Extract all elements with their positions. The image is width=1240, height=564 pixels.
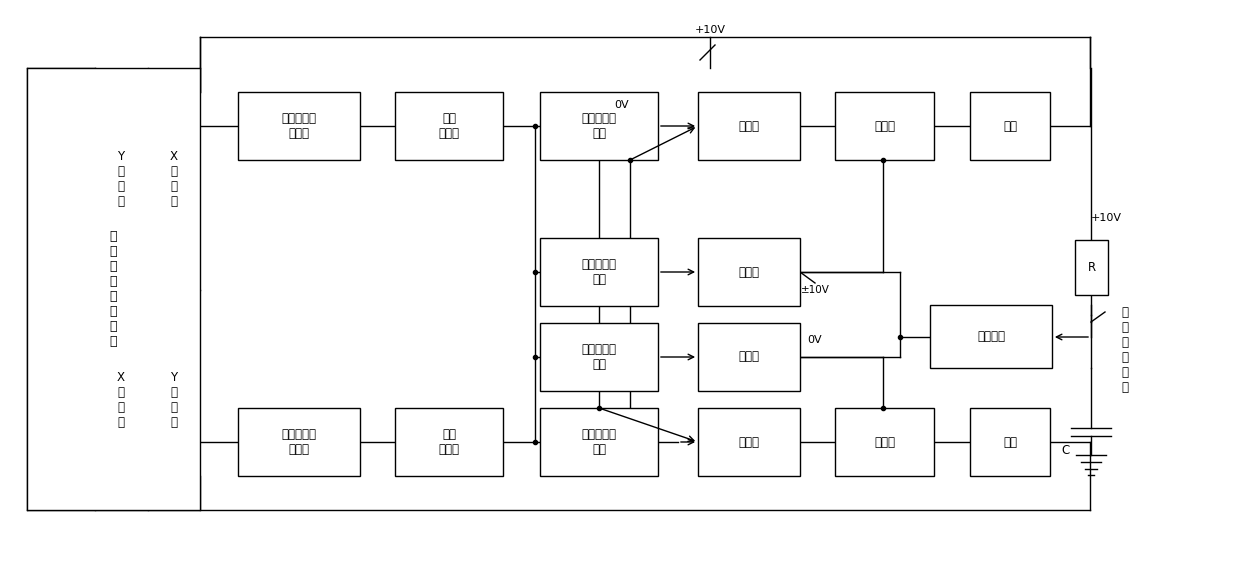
Text: X
力
矩
器: X 力 矩 器 xyxy=(117,371,125,429)
Text: 低通
滤波器: 低通 滤波器 xyxy=(439,112,460,140)
Bar xyxy=(698,238,800,306)
Text: +10V: +10V xyxy=(1091,213,1122,223)
Bar xyxy=(27,68,200,510)
Bar xyxy=(1075,240,1109,295)
Bar xyxy=(930,305,1052,368)
Bar xyxy=(698,92,800,160)
Text: 乘法器: 乘法器 xyxy=(739,435,759,448)
Text: 交流放大与
解调器: 交流放大与 解调器 xyxy=(281,428,316,456)
Text: 加法器: 加法器 xyxy=(874,435,895,448)
Text: 交流放大与
解调器: 交流放大与 解调器 xyxy=(281,112,316,140)
Text: 陀
螺
电
机
开
关: 陀 螺 电 机 开 关 xyxy=(1121,306,1128,394)
Text: ±10V: ±10V xyxy=(801,285,830,295)
Bar xyxy=(539,408,658,476)
Text: Y
力
矩
器: Y 力 矩 器 xyxy=(118,150,124,208)
Bar xyxy=(396,92,503,160)
Text: Y
传
感
器: Y 传 感 器 xyxy=(170,371,177,429)
Bar xyxy=(698,408,800,476)
Bar xyxy=(970,408,1050,476)
Text: 低通
滤波器: 低通 滤波器 xyxy=(439,428,460,456)
Bar xyxy=(539,92,658,160)
Text: 功放: 功放 xyxy=(1003,435,1017,448)
Bar xyxy=(698,323,800,391)
Bar xyxy=(835,92,934,160)
Text: 功放: 功放 xyxy=(1003,120,1017,133)
Bar xyxy=(238,92,360,160)
Text: 反相偏置: 反相偏置 xyxy=(977,330,1004,343)
Text: 乘法器: 乘法器 xyxy=(739,120,759,133)
Text: C: C xyxy=(1061,443,1069,456)
Text: 加法器: 加法器 xyxy=(874,120,895,133)
Bar xyxy=(539,238,658,306)
Text: 陀
螺
仪
动
力
学
特
性: 陀 螺 仪 动 力 学 特 性 xyxy=(110,230,118,348)
Text: 0V: 0V xyxy=(807,335,822,345)
Text: 直接轴控制
电路: 直接轴控制 电路 xyxy=(582,258,616,286)
Text: X
传
感
器: X 传 感 器 xyxy=(170,150,179,208)
Text: 直接轴控制
电路: 直接轴控制 电路 xyxy=(582,343,616,371)
Bar xyxy=(539,323,658,391)
Text: 0V: 0V xyxy=(615,100,630,110)
Text: 乘法器: 乘法器 xyxy=(739,350,759,364)
Text: +10V: +10V xyxy=(694,25,725,35)
Bar xyxy=(835,408,934,476)
Text: R: R xyxy=(1087,261,1096,274)
Text: 交叉轴校正
电路: 交叉轴校正 电路 xyxy=(582,112,616,140)
Text: 乘法器: 乘法器 xyxy=(739,266,759,279)
Text: 交叉轴校正
电路: 交叉轴校正 电路 xyxy=(582,428,616,456)
Bar xyxy=(970,92,1050,160)
Bar xyxy=(396,408,503,476)
Bar xyxy=(238,408,360,476)
